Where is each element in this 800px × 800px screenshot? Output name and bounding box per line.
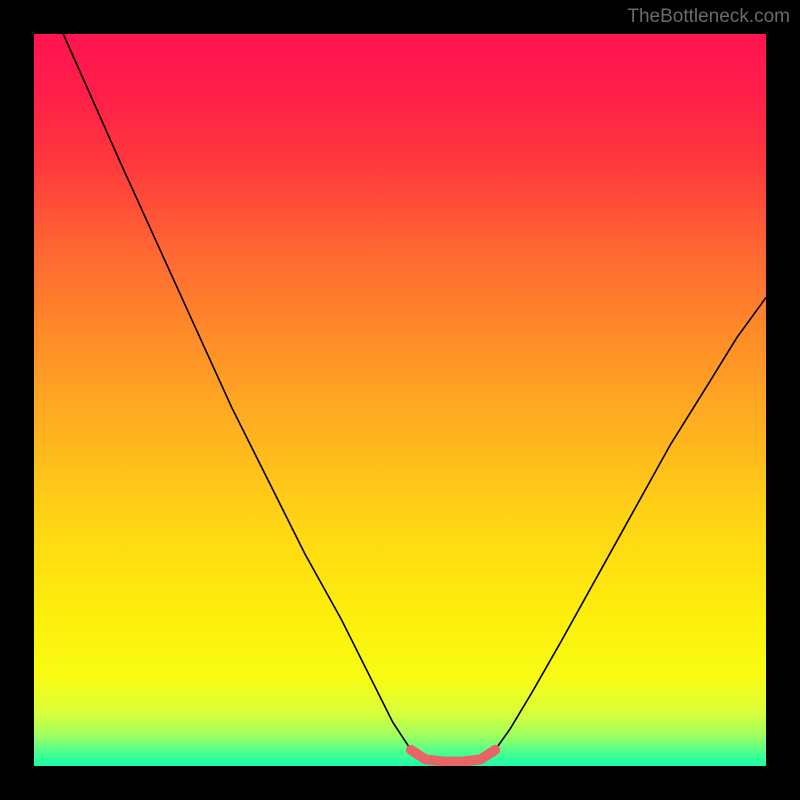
bottom-accent xyxy=(411,750,495,762)
plot-area xyxy=(34,34,766,766)
watermark-text: TheBottleneck.com xyxy=(627,6,790,28)
main-curve xyxy=(63,34,766,762)
chart-container: TheBottleneck.com xyxy=(0,0,800,800)
curve-layer xyxy=(34,34,766,766)
